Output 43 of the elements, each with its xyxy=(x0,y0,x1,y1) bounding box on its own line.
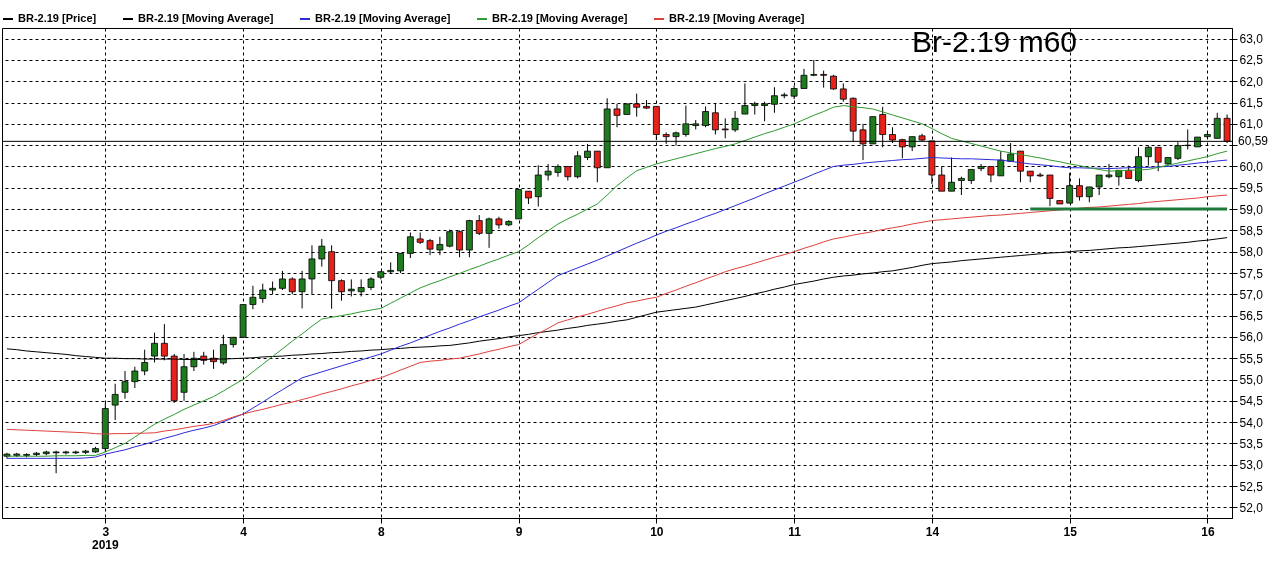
x-tick-label: 14 xyxy=(925,524,940,539)
x-tick-label: 3 xyxy=(102,524,110,539)
chart-title: Br-2.19 m60 xyxy=(911,25,1077,58)
y-tick-label: 56,0 xyxy=(1239,330,1264,345)
y-tick-label: 58,0 xyxy=(1239,245,1264,260)
ref-line-label: 60,59 xyxy=(1238,134,1269,149)
candlestick xyxy=(839,82,847,103)
y-tick-label: 62,5 xyxy=(1239,53,1264,68)
y-tick-label: 59,5 xyxy=(1239,181,1264,196)
y-tick-label: 54,5 xyxy=(1239,394,1264,409)
y-tick-label: 52,0 xyxy=(1239,500,1264,515)
legend-label: BR-2.19 [Moving Average] xyxy=(669,12,805,24)
legend-label: BR-2.19 [Moving Average] xyxy=(492,12,628,24)
y-tick-label: 62,0 xyxy=(1239,74,1264,89)
y-tick-label: 59,0 xyxy=(1239,202,1264,217)
text: 2019 xyxy=(91,538,119,552)
y-tick-label: 52,5 xyxy=(1239,479,1264,494)
x-tick-label: 8 xyxy=(378,524,385,539)
x-tick-label: 4 xyxy=(240,524,248,539)
legend-label: BR-2.19 [Moving Average] xyxy=(315,12,451,24)
x-tick-label: 11 xyxy=(788,524,802,539)
y-tick-label: 54,0 xyxy=(1239,415,1264,430)
y-tick-label: 57,5 xyxy=(1239,266,1264,281)
y-tick-label: 55,5 xyxy=(1239,351,1264,366)
x-tick-label: 9 xyxy=(515,524,523,539)
y-tick-label: 61,5 xyxy=(1239,96,1264,111)
legend-label: BR-2.19 [Moving Average] xyxy=(138,12,274,24)
y-tick-label: 60,0 xyxy=(1239,159,1264,174)
y-tick-label: 55,0 xyxy=(1239,373,1264,388)
x-tick-label: 15 xyxy=(1063,524,1078,539)
y-tick-label: 56,5 xyxy=(1239,309,1264,324)
y-tick-label: 58,5 xyxy=(1239,223,1264,238)
legend-label: BR-2.19 [Price] xyxy=(18,12,97,24)
candlestick xyxy=(62,450,70,456)
y-tick-label: 53,0 xyxy=(1239,458,1264,473)
line-series xyxy=(6,105,1228,457)
x-tick-label: 16 xyxy=(1201,524,1215,539)
y-tick-label: 57,0 xyxy=(1239,287,1264,302)
y-tick-label: 53,5 xyxy=(1239,436,1264,451)
x-tick-label: 10 xyxy=(650,524,664,539)
y-tick-label: 63,0 xyxy=(1239,32,1264,47)
line-series xyxy=(6,194,1228,435)
y-tick-label: 61,0 xyxy=(1239,117,1264,132)
